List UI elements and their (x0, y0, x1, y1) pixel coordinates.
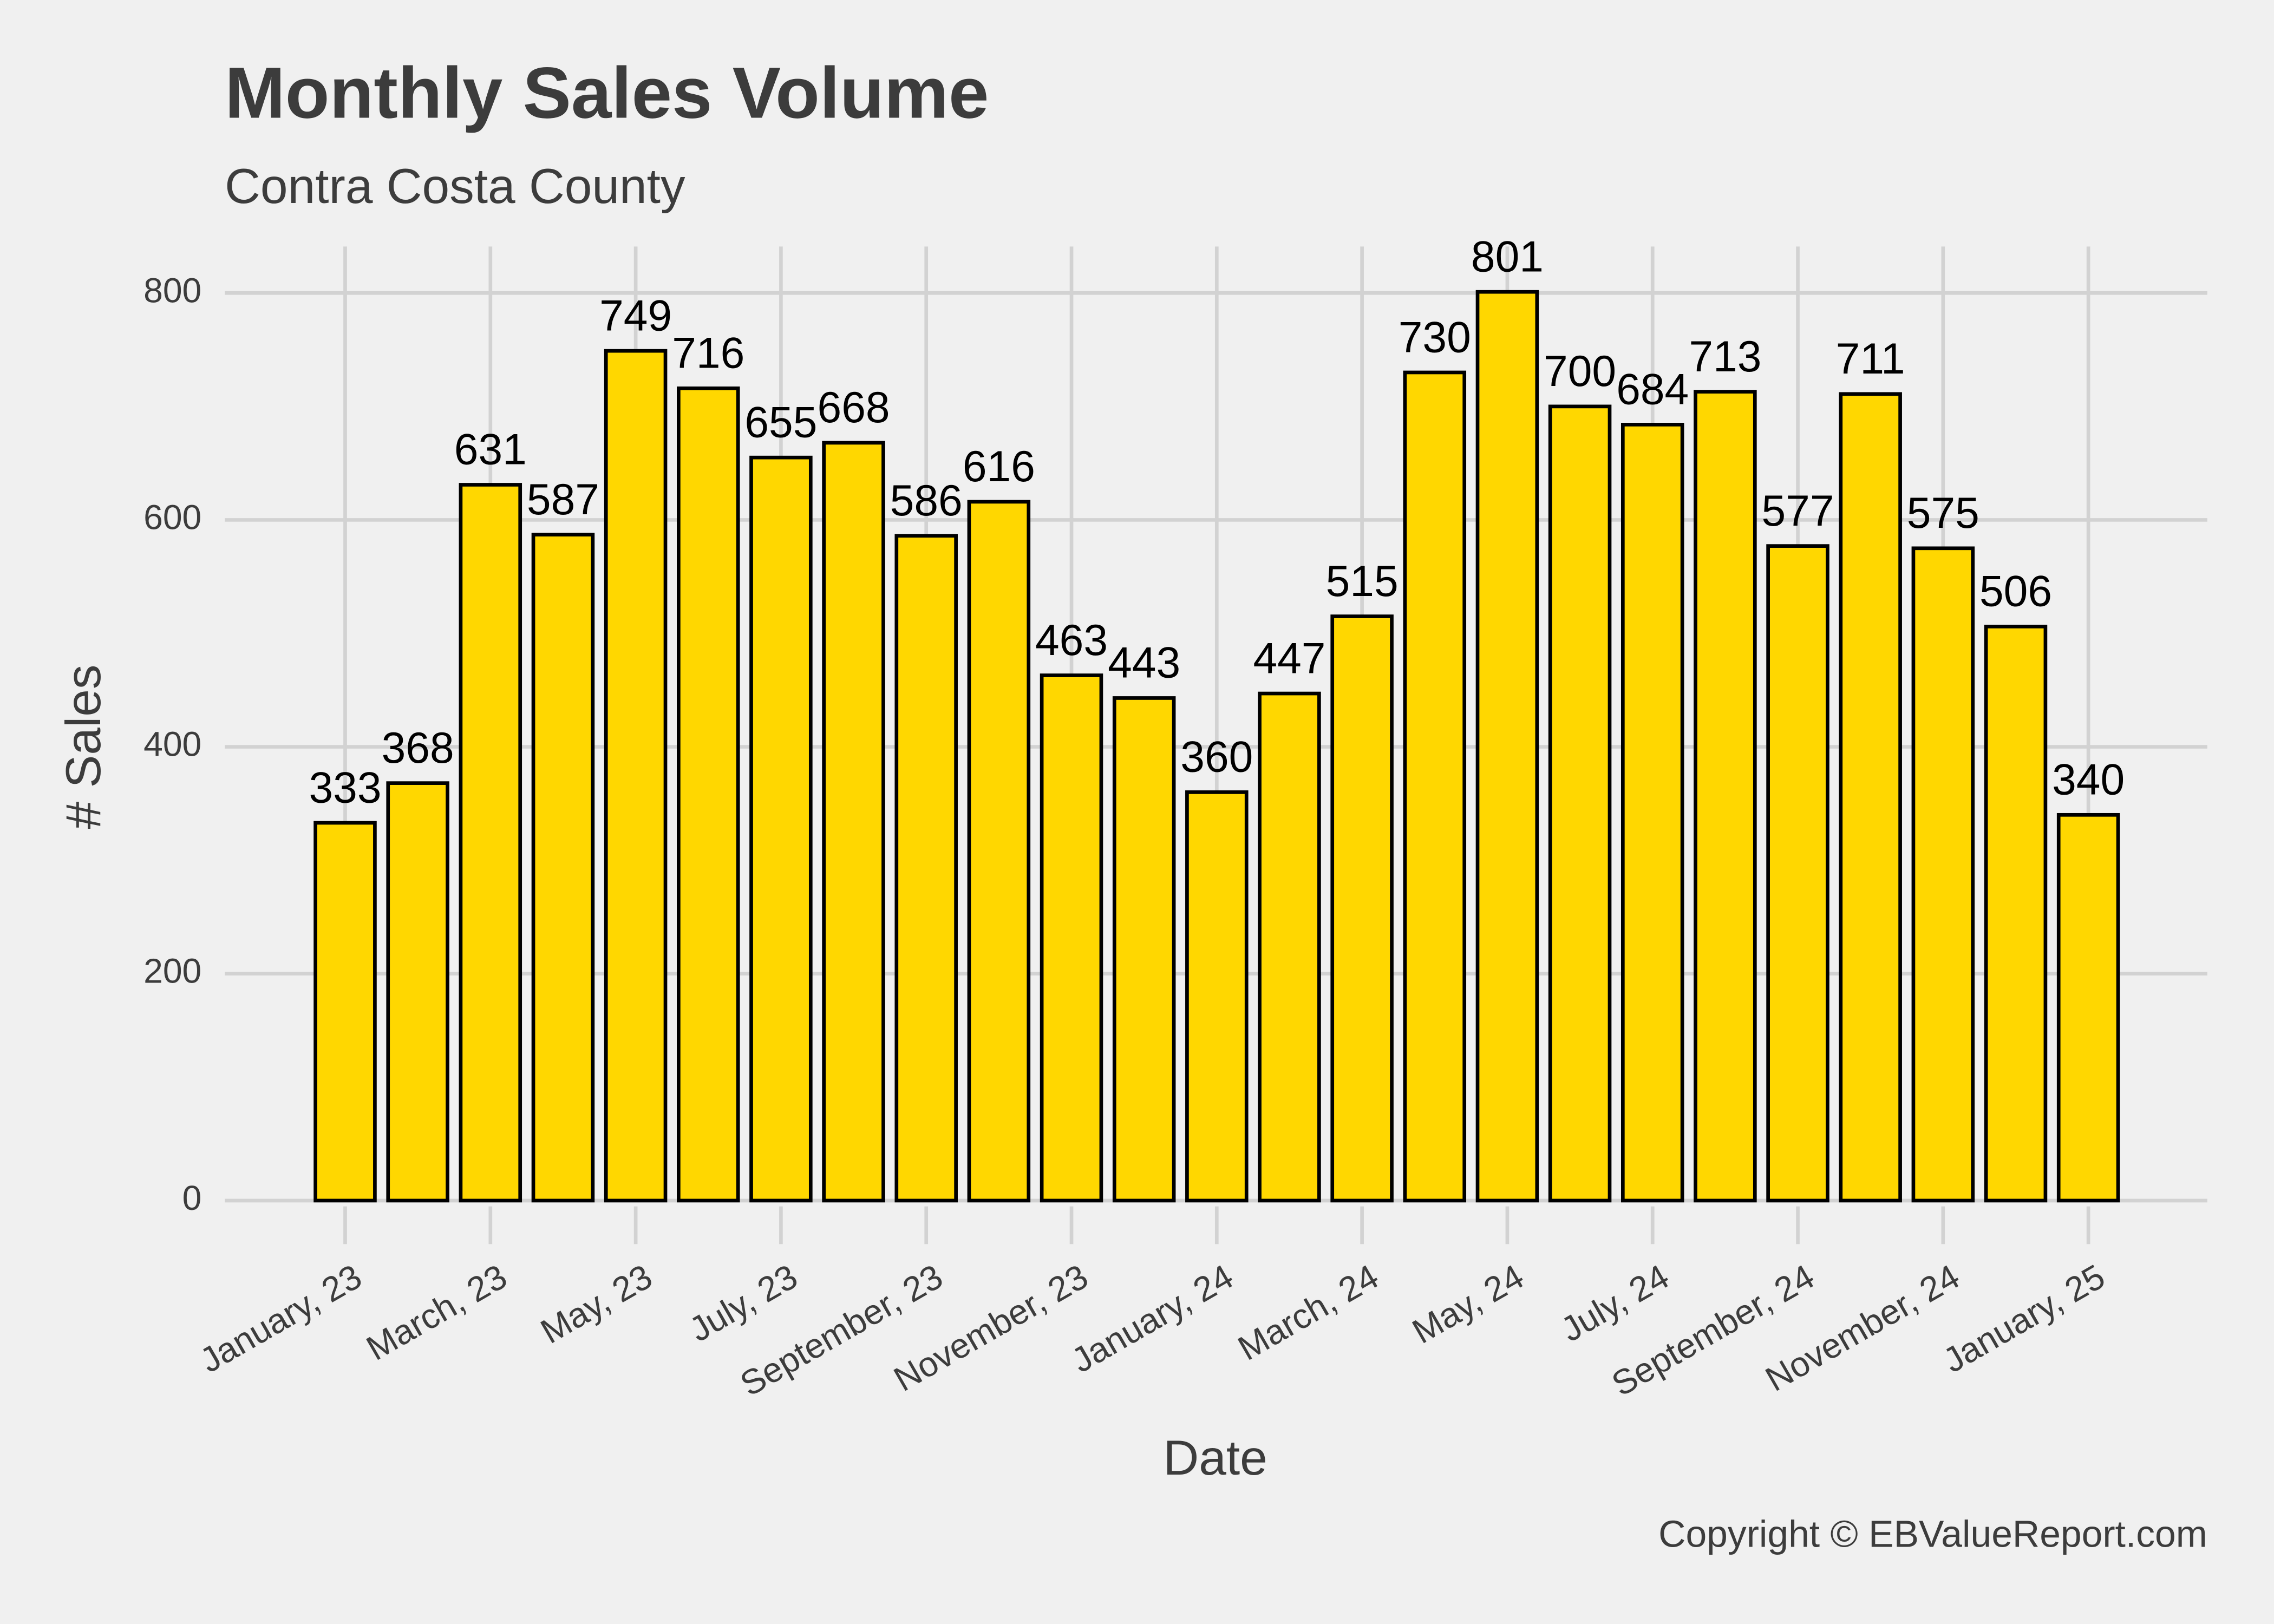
bar (459, 483, 522, 1203)
bar (1766, 544, 1829, 1203)
bar (1839, 392, 1902, 1203)
bar (967, 500, 1031, 1203)
value-label: 463 (1035, 616, 1108, 665)
value-label: 655 (744, 398, 817, 447)
value-label: 577 (1762, 487, 1834, 535)
y-tick-label: 600 (143, 497, 201, 536)
bar (1258, 691, 1321, 1203)
value-label: 333 (309, 763, 381, 812)
value-label: 716 (672, 329, 744, 378)
value-label: 443 (1108, 639, 1180, 687)
bar (1330, 614, 1394, 1203)
value-label: 801 (1471, 232, 1544, 281)
bar (2056, 813, 2120, 1203)
bar (894, 534, 958, 1203)
bar (1694, 390, 1757, 1203)
value-label: 684 (1616, 365, 1689, 414)
value-label: 730 (1399, 313, 1471, 362)
y-tick-label: 200 (143, 952, 201, 991)
y-tick-label: 0 (182, 1178, 202, 1217)
bar (1185, 790, 1249, 1203)
value-label: 711 (1836, 335, 1905, 383)
value-label: 587 (527, 475, 599, 524)
bar (1040, 673, 1103, 1203)
value-label: 447 (1253, 634, 1325, 683)
value-label: 631 (454, 425, 527, 474)
value-label: 360 (1180, 733, 1253, 782)
bar (604, 349, 668, 1203)
bar (1620, 423, 1684, 1203)
chart-subtitle: Contra Costa County (225, 159, 685, 214)
value-label: 586 (890, 476, 963, 525)
bar (531, 533, 595, 1203)
value-label: 368 (382, 724, 454, 772)
value-label: 616 (963, 442, 1035, 491)
bar (1911, 546, 1975, 1203)
bar (676, 386, 740, 1203)
value-label: 506 (1979, 567, 2052, 616)
value-label: 515 (1326, 557, 1399, 606)
bar (1112, 696, 1176, 1203)
bar (1475, 290, 1539, 1203)
value-label: 700 (1544, 347, 1616, 396)
value-label: 713 (1689, 332, 1761, 381)
bar (1984, 625, 2048, 1203)
y-tick-label: 400 (143, 725, 201, 764)
bar (386, 781, 449, 1203)
value-label: 575 (1907, 489, 1979, 538)
caption: Copyright © EBValueReport.com (1658, 1513, 2207, 1555)
y-axis-title: # Sales (56, 665, 111, 829)
value-label: 340 (2052, 756, 2125, 804)
value-label: 749 (599, 291, 672, 340)
bar (1403, 370, 1467, 1203)
chart-title: Monthly Sales Volume (225, 53, 989, 134)
bar (1548, 404, 1612, 1203)
bar (822, 441, 885, 1203)
value-label: 668 (818, 383, 890, 432)
bar (313, 821, 377, 1203)
bar (749, 455, 813, 1203)
x-axis-title: Date (1163, 1431, 1267, 1485)
y-tick-label: 800 (143, 271, 201, 310)
